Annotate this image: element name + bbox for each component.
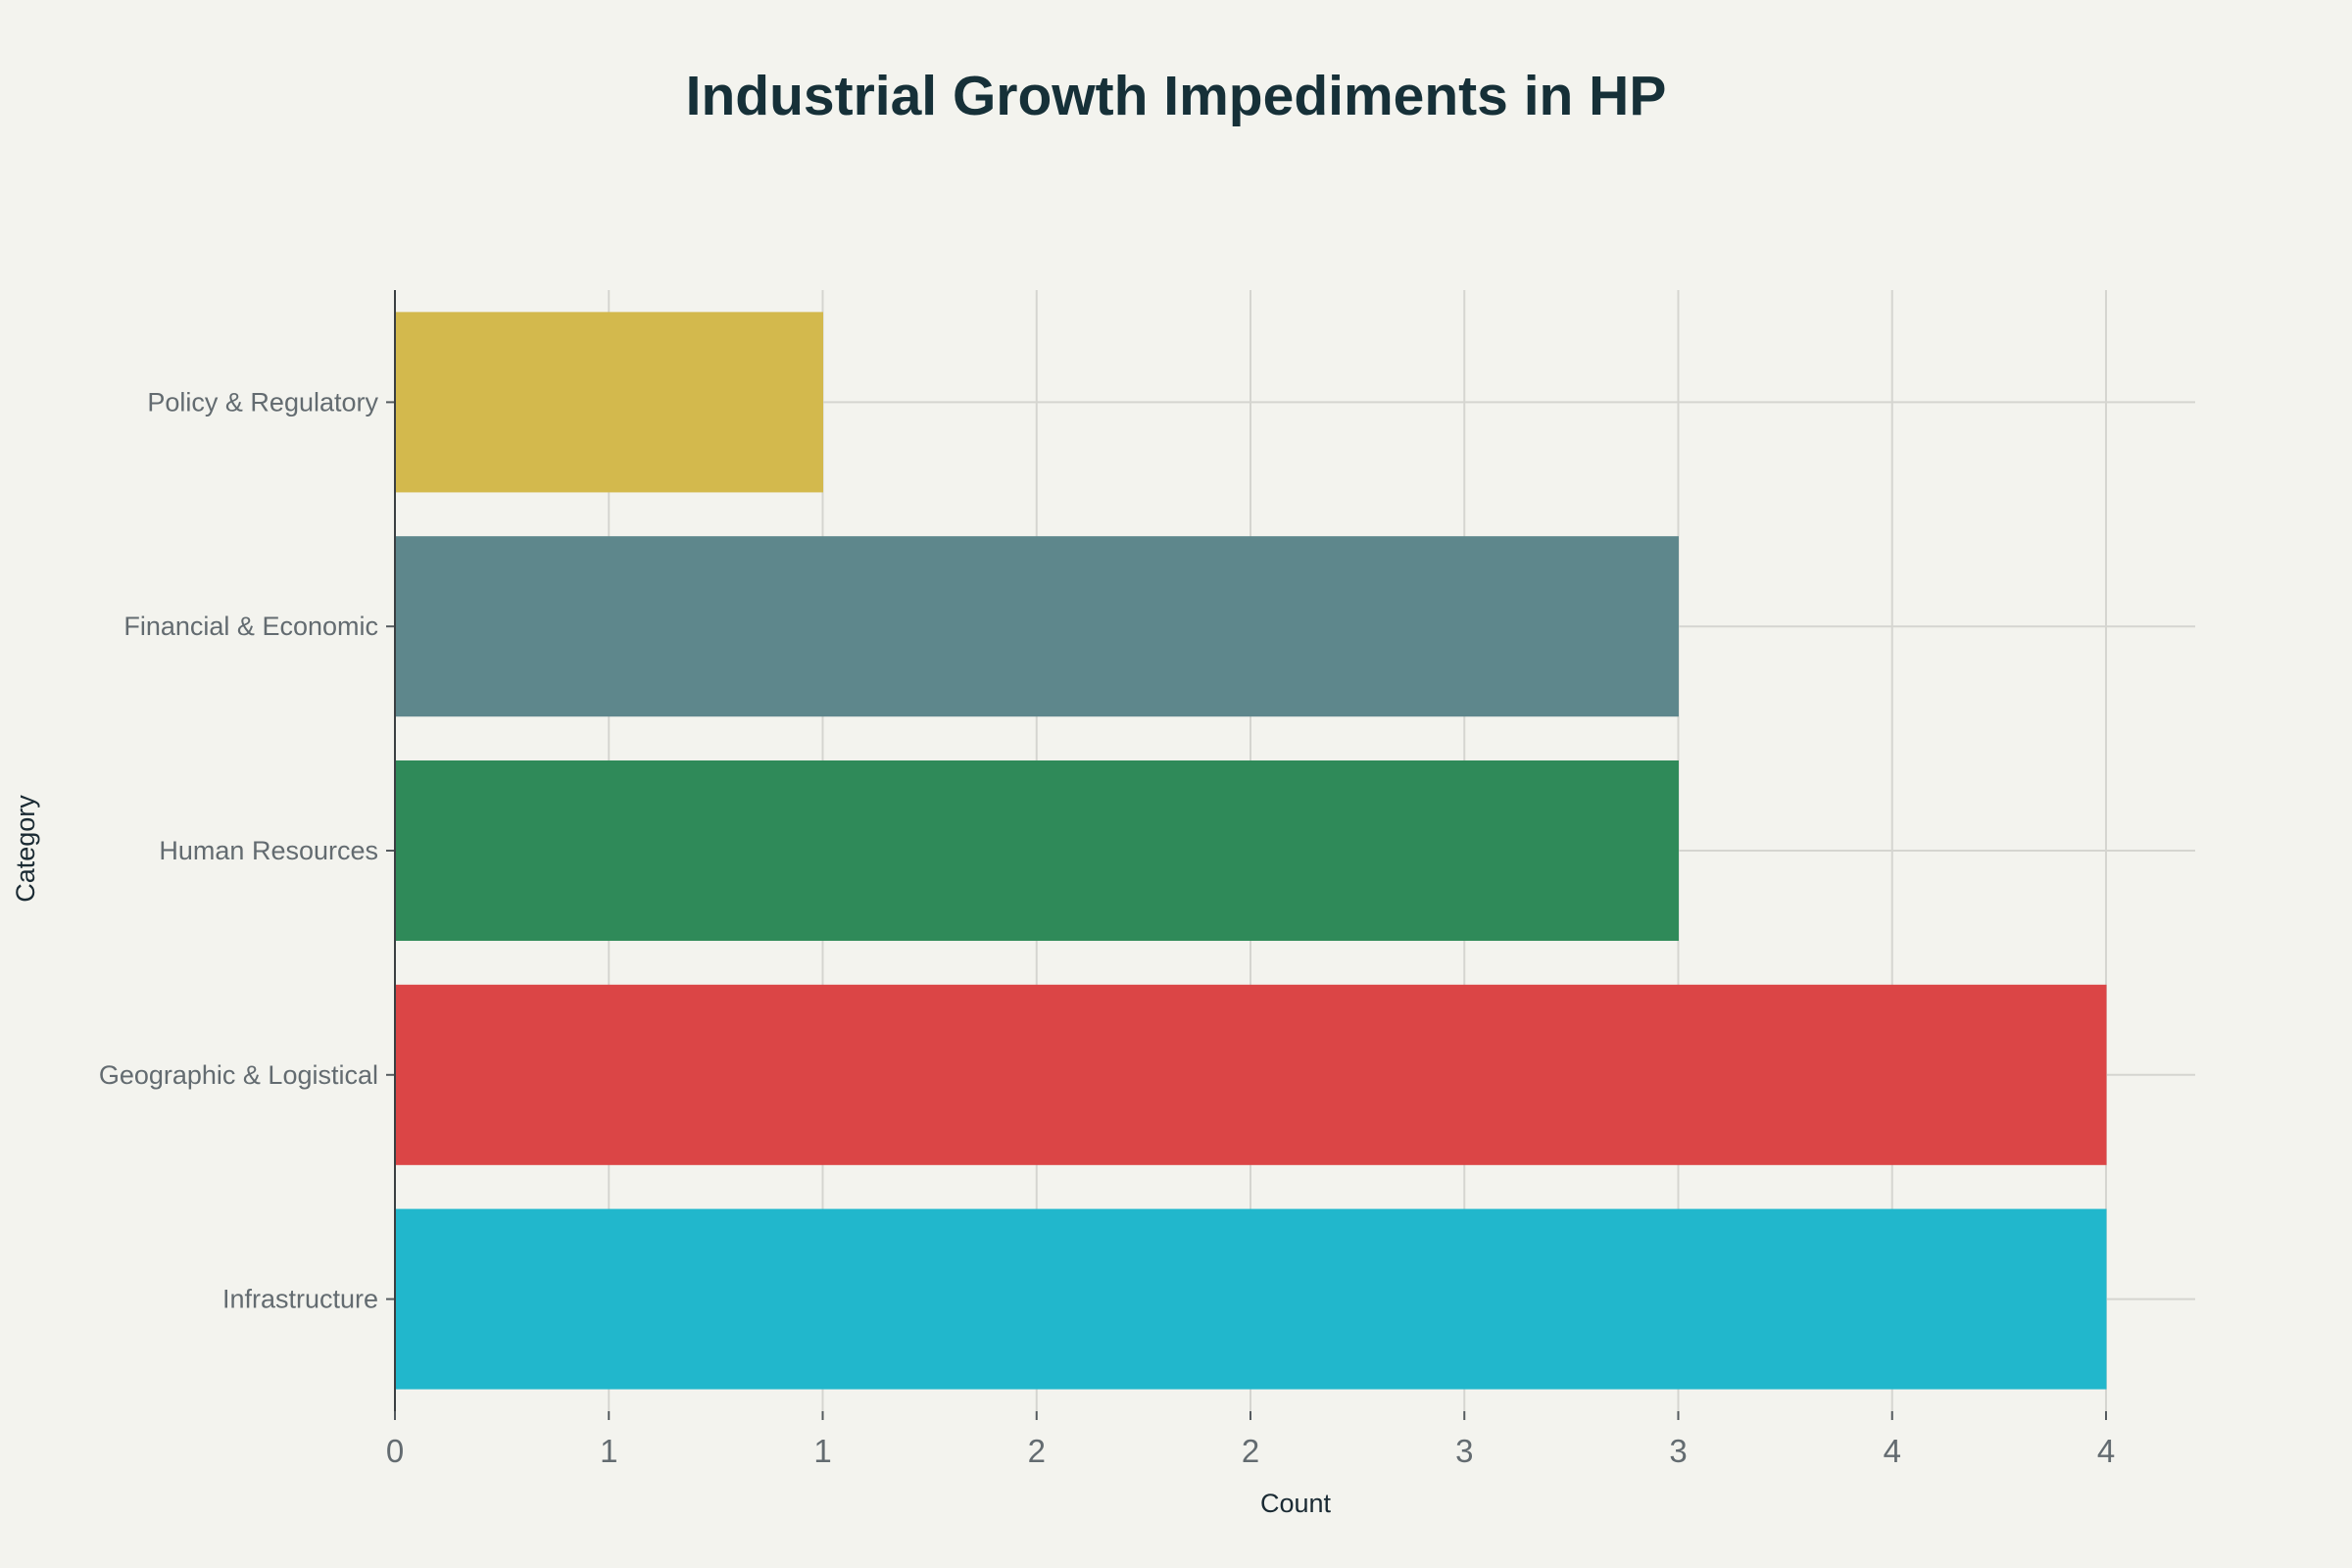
x-axis-title: Count <box>1260 1489 1332 1518</box>
bar <box>394 536 1679 717</box>
x-tick-label: 4 <box>2097 1433 2115 1469</box>
y-tick-label: Infrastructure <box>222 1285 378 1314</box>
x-tick-label: 1 <box>600 1433 617 1469</box>
y-axis-title: Category <box>11 795 40 903</box>
x-tick-label: 2 <box>1242 1433 1259 1469</box>
y-tick-label: Geographic & Logistical <box>99 1060 378 1090</box>
bar <box>394 312 823 493</box>
x-tick-label: 2 <box>1028 1433 1046 1469</box>
y-tick-label: Financial & Economic <box>123 612 378 641</box>
y-tick-label: Policy & Regulatory <box>147 387 378 416</box>
bar <box>394 984 2107 1165</box>
x-tick-label: 0 <box>386 1433 404 1469</box>
x-tick-label: 3 <box>1669 1433 1687 1469</box>
chart-title: Industrial Growth Impediments in HP <box>686 65 1667 127</box>
x-tick-label: 4 <box>1884 1433 1901 1469</box>
y-axis: Infrastructure Geographic & Logistical Hum… <box>99 290 396 1411</box>
bar <box>394 760 1679 942</box>
y-tick-label: Human Resources <box>159 836 378 865</box>
x-axis: 0 1 1 2 2 3 3 4 4 <box>386 1411 2115 1469</box>
bars <box>394 312 2107 1390</box>
bar <box>394 1208 2107 1390</box>
x-tick-label: 3 <box>1455 1433 1473 1469</box>
x-tick-label: 1 <box>813 1433 831 1469</box>
